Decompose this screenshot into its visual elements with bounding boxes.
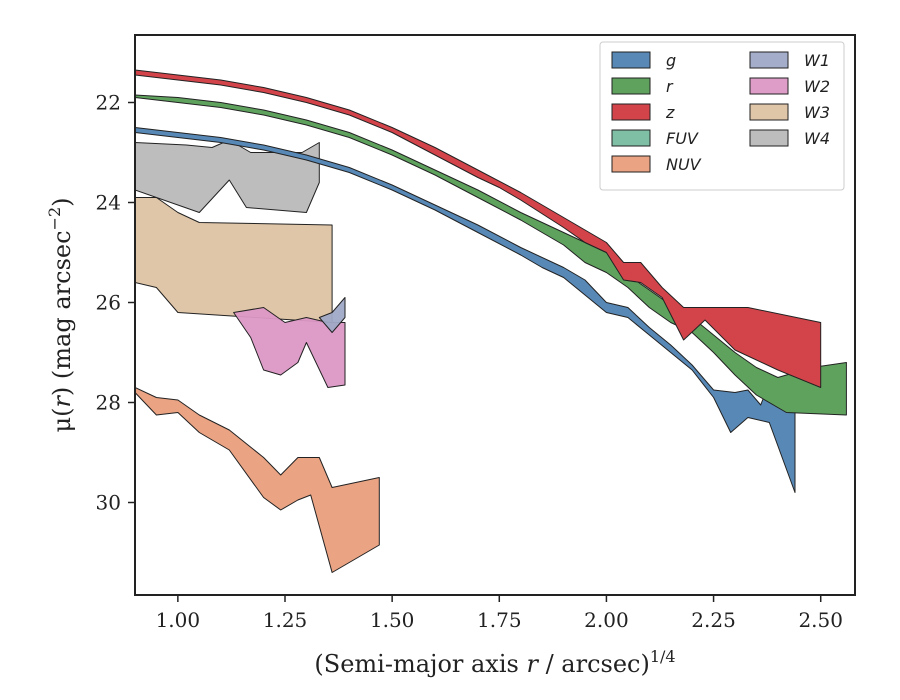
- y-tick-label: 22: [96, 91, 121, 115]
- band-z: [135, 69, 822, 388]
- y-axis-label: μ(r) (mag arcsec−2): [45, 197, 76, 432]
- x-tick-label: 2.50: [798, 608, 843, 632]
- legend-swatch-fuv: [611, 129, 651, 147]
- x-tick-label: 1.00: [156, 608, 201, 632]
- legend-label-r: r: [666, 77, 674, 96]
- legend-label-w2: W2: [804, 77, 830, 96]
- band-w1: [318, 297, 346, 333]
- legend-swatch-r: [611, 77, 651, 95]
- bands-layer: [135, 69, 847, 573]
- band-w2: [233, 307, 346, 388]
- legend-label-w3: W3: [804, 103, 830, 122]
- band-g: [135, 127, 796, 493]
- legend-swatch-nuv: [611, 155, 651, 173]
- legend-swatch-z: [611, 103, 651, 121]
- legend-swatch-w3: [749, 103, 789, 121]
- x-tick-label: 1.75: [477, 608, 522, 632]
- band-w3: [135, 197, 333, 323]
- legend-swatch-g: [611, 51, 651, 69]
- band-nuv: [135, 387, 380, 573]
- band-r: [135, 94, 847, 416]
- y-tick-label: 28: [96, 391, 121, 415]
- legend-label-nuv: NUV: [666, 155, 702, 174]
- legend-label-g: g: [666, 51, 676, 70]
- y-tick-label: 26: [96, 291, 121, 315]
- legend: grz FUV NUV W1 W2 W3 W4: [599, 41, 845, 191]
- legend-label-z: z: [665, 103, 675, 122]
- x-tick-label: 1.25: [263, 608, 308, 632]
- y-axis: 22 24 26 28 30: [96, 91, 135, 515]
- legend-label-fuv: FUV: [666, 129, 699, 148]
- x-tick-label: 1.50: [370, 608, 415, 632]
- legend-label-w4: W4: [804, 129, 830, 148]
- y-tick-label: 24: [96, 191, 121, 215]
- y-tick-label: 30: [96, 491, 121, 515]
- legend-swatch-w2: [749, 77, 789, 95]
- x-tick-label: 2.25: [691, 608, 736, 632]
- x-axis: 1.00 1.25 1.50 1.75 2.00 2.25 2.50: [156, 595, 843, 632]
- x-axis-label: (Semi-major axis r / arcsec)1/4: [314, 647, 675, 678]
- plot-frame: [134, 34, 856, 596]
- x-tick-label: 2.00: [584, 608, 629, 632]
- legend-label-w1: W1: [804, 51, 830, 70]
- legend-swatch-w1: [749, 51, 789, 69]
- legend-swatch-w4: [749, 129, 789, 147]
